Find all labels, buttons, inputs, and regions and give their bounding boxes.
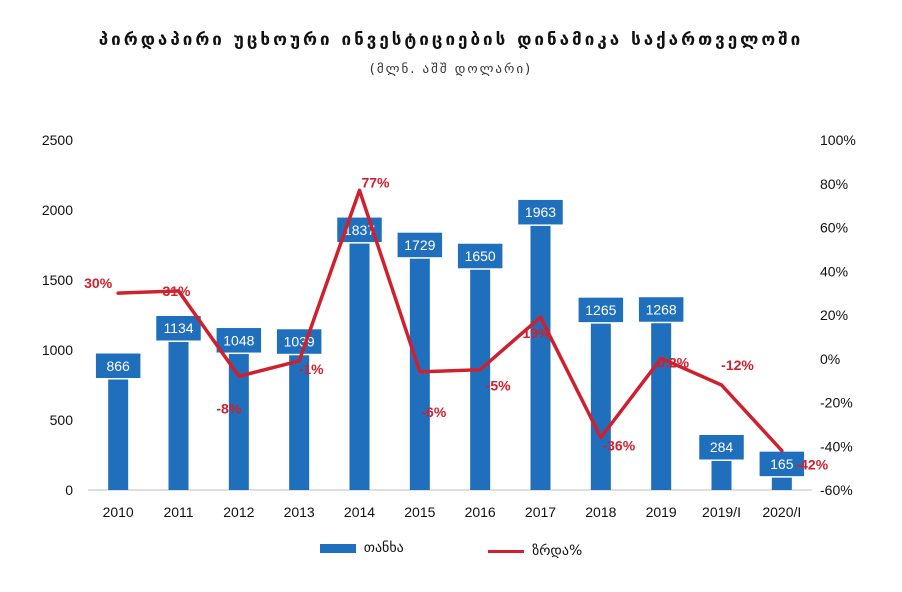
bar-label-box — [154, 314, 203, 342]
bar-label-box — [396, 231, 444, 259]
bar-label-box — [275, 327, 323, 356]
y-left-tick-label: 1000 — [42, 342, 73, 358]
y-right-tick-label: 80% — [820, 176, 848, 192]
bar — [289, 344, 310, 490]
bar-value-label: 1963 — [525, 204, 556, 220]
growth-value-label: -12% — [721, 357, 754, 373]
y-left-tick-label: 1500 — [42, 272, 73, 288]
bar-value-label: 866 — [106, 358, 130, 374]
growth-value-label: 19% — [522, 325, 551, 341]
y-left-tick-label: 2500 — [42, 132, 73, 148]
bar — [470, 259, 491, 490]
bar — [530, 215, 551, 490]
y-left-tick-label: 500 — [50, 412, 74, 428]
bar-value-label: 1134 — [163, 320, 193, 336]
bar-label-box — [215, 326, 263, 355]
bar-value-label: 1048 — [223, 332, 254, 348]
x-tick-label: 2019/I — [702, 504, 741, 520]
bar — [349, 232, 370, 490]
legend-bar-swatch — [319, 543, 356, 553]
bar-value-label: 1268 — [646, 301, 677, 317]
x-tick-label: 2019 — [646, 504, 677, 520]
legend-item-growth: ზრდა% — [488, 543, 582, 559]
growth-value-label: -42% — [795, 457, 828, 473]
bar-label-box — [577, 296, 625, 324]
growth-value-label: 0.2% — [657, 354, 689, 370]
legend-label-growth: ზრდა% — [532, 543, 583, 559]
bar — [651, 312, 672, 490]
y-right-tick-label: 60% — [820, 220, 848, 236]
bar — [168, 331, 189, 490]
growth-value-label: 31% — [162, 283, 191, 299]
y-right-tick-label: 40% — [820, 263, 848, 279]
bar-value-label: 284 — [710, 439, 734, 455]
bar-label-box — [637, 295, 685, 324]
y-left-tick-label: 2000 — [42, 202, 73, 218]
x-tick-label: 2016 — [465, 504, 496, 520]
bar — [590, 312, 611, 490]
x-tick-label: 2011 — [163, 504, 193, 520]
bar-value-label: 1650 — [465, 248, 496, 264]
x-tick-label: 2014 — [344, 504, 375, 520]
y-right-tick-label: -20% — [820, 395, 853, 411]
bar-label-box — [697, 433, 746, 461]
x-tick-label: 2010 — [103, 504, 134, 520]
y-right-tick-label: -40% — [820, 438, 853, 454]
bar-value-label: 1729 — [404, 237, 435, 253]
growth-value-label: -1% — [299, 361, 324, 377]
legend-label-amount: თანხა — [363, 540, 404, 556]
bar-label-box — [516, 198, 565, 226]
y-right-tick-label: 100% — [820, 132, 856, 148]
growth-value-label: 30% — [84, 275, 113, 291]
x-tick-label: 2012 — [223, 504, 254, 520]
legend-item-amount: თანხა — [319, 540, 404, 556]
bar — [108, 368, 129, 490]
growth-line — [116, 188, 784, 453]
bar-label-box — [94, 352, 142, 380]
bar — [228, 343, 249, 490]
bar-label-box — [758, 450, 806, 478]
growth-value-label: -6% — [421, 404, 446, 420]
growth-value-label: 77% — [361, 174, 390, 190]
y-right-tick-label: -60% — [820, 482, 853, 498]
x-tick-label: 2020/I — [762, 504, 801, 520]
bar-value-label: 165 — [770, 456, 794, 472]
growth-value-label: -8% — [216, 400, 241, 416]
chart-title: პირდაპირი უცხოური ინვესტიციების დინამიკა… — [98, 30, 804, 50]
x-tick-label: 2013 — [284, 504, 315, 520]
y-right-tick-label: 20% — [820, 307, 848, 323]
y-right-tick-label: 0% — [820, 351, 840, 367]
chart-subtitle: (მლნ. აშშ დოლარი) — [369, 62, 533, 77]
bar-label-box — [456, 242, 504, 270]
x-tick-label: 2017 — [525, 504, 556, 520]
bar-value-label: 1039 — [284, 334, 315, 350]
bar-value-label: 1837 — [344, 222, 375, 238]
legend: თანხა ზრდა% — [0, 540, 902, 559]
bar-value-label: 1265 — [585, 302, 616, 318]
y-left-tick-label: 0 — [65, 482, 73, 498]
x-tick-label: 2015 — [404, 504, 435, 520]
growth-value-label: -5% — [486, 378, 511, 394]
x-tick-label: 2018 — [585, 504, 616, 520]
legend-line-swatch — [488, 549, 525, 553]
growth-value-label: -36% — [602, 438, 635, 454]
